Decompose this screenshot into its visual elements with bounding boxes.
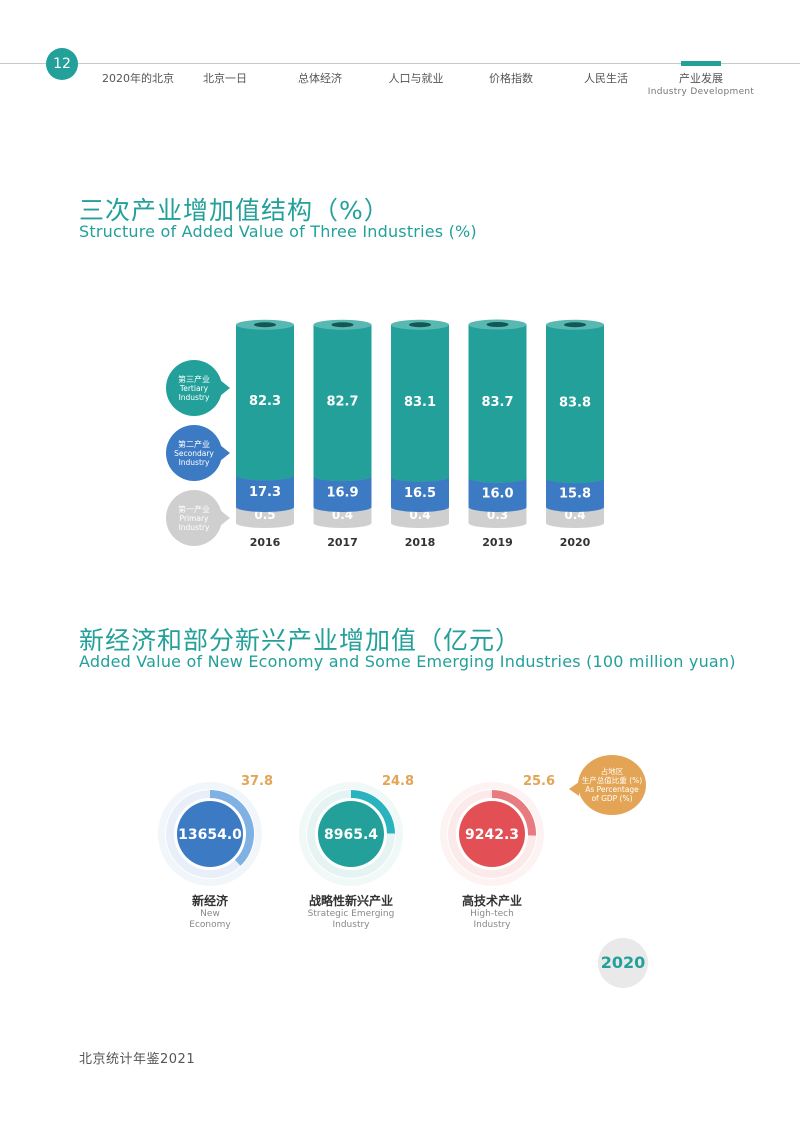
legend-primary-en1: Primary bbox=[179, 513, 209, 523]
legend-tertiary-en2: Industry bbox=[178, 392, 210, 402]
ring-core-1 bbox=[318, 801, 384, 867]
bar-value-label-2018-2: 83.1 bbox=[404, 395, 436, 410]
section1-title-cn: 三次产业增加值结构（%） bbox=[79, 196, 390, 225]
year-badge: 2020 bbox=[598, 938, 648, 988]
bar-value-label-2017-2: 82.7 bbox=[326, 394, 358, 409]
ring-core-0 bbox=[177, 801, 243, 867]
active-tab-marker bbox=[681, 61, 721, 66]
ring-label-en2: Industry bbox=[473, 920, 511, 930]
nav-item-sub: Industry Development bbox=[647, 87, 755, 97]
ring-label-strategic-emerging: 战略性新兴产业 Strategic Emerging Industry bbox=[308, 892, 395, 931]
legend-tertiary: 第三产业 Tertiary Industry bbox=[166, 360, 230, 416]
bar-hole-2020 bbox=[564, 322, 586, 328]
section1-title-en: Structure of Added Value of Three Indust… bbox=[79, 222, 477, 241]
top-nav: 2020年的北京 北京一日 总体经济 人口与就业 价格指数 人民生活 产业发展 … bbox=[0, 70, 800, 100]
ring-label-en2: Industry bbox=[332, 920, 370, 930]
bar-segment-2019-2 bbox=[468, 324, 527, 483]
legend-primary-en2: Industry bbox=[178, 522, 210, 532]
note-en1: As Percentage bbox=[585, 785, 639, 794]
footer-yearbook-title: 北京统计年鉴2021 bbox=[79, 1052, 196, 1067]
legend-tertiary-en1: Tertiary bbox=[179, 383, 209, 393]
ring-label-en1: New bbox=[200, 909, 220, 919]
x-tick-label-2017: 2017 bbox=[327, 536, 358, 549]
bar-hole-2017 bbox=[331, 322, 354, 328]
legend-secondary-cn: 第二产业 bbox=[178, 439, 210, 449]
nav-item-overall-economy[interactable]: 总体经济 bbox=[298, 72, 342, 85]
ring-arc-2 bbox=[491, 790, 536, 836]
ring-percent-label-1: 24.8 bbox=[382, 774, 414, 789]
bar-segment-2019-1 bbox=[468, 477, 527, 512]
legend-secondary: 第二产业 Secondary Industry bbox=[166, 425, 230, 481]
bar-value-label-2019-1: 16.0 bbox=[481, 486, 513, 501]
bar-segment-2016-0 bbox=[236, 507, 294, 528]
bar-segment-2020-2 bbox=[546, 324, 604, 484]
header-rule bbox=[0, 63, 800, 64]
legend-secondary-en2: Industry bbox=[178, 457, 210, 467]
x-tick-label-2020: 2020 bbox=[560, 536, 591, 549]
nav-item-living-standards[interactable]: 人民生活 bbox=[584, 72, 628, 85]
ring-value-label-2: 9242.3 bbox=[465, 827, 519, 843]
nav-item-a-day-in-beijing[interactable]: 北京一日 bbox=[203, 72, 247, 85]
ring-label-cn: 战略性新兴产业 bbox=[308, 894, 393, 908]
x-tick-label-2016: 2016 bbox=[250, 536, 281, 549]
legend-primary-cn: 第一产业 bbox=[178, 504, 210, 514]
bar-hole-2019 bbox=[486, 322, 509, 328]
bar-value-label-2020-2: 83.8 bbox=[559, 395, 591, 410]
bar-segment-2016-1 bbox=[236, 475, 294, 512]
ring-label-en1: High-tech bbox=[470, 909, 514, 919]
bar-segment-2017-1 bbox=[313, 476, 372, 512]
ring-label-high-tech: 高技术产业 High-tech Industry bbox=[462, 892, 522, 931]
bar-segment-2018-0 bbox=[391, 507, 449, 528]
note-cn1: 占地区 bbox=[600, 767, 624, 776]
ring-value-label-1: 8965.4 bbox=[324, 827, 378, 843]
section2-title-cn: 新经济和部分新兴产业增加值（亿元） bbox=[79, 626, 522, 655]
stacked-cylinder-chart: 0.517.382.320160.416.982.720170.416.583.… bbox=[236, 319, 604, 549]
ring-gauge-chart: 13654.0 37.8 8965.4 24.8 9242.3 25.6 bbox=[158, 774, 555, 886]
ring-label-cn: 高技术产业 bbox=[461, 894, 523, 908]
bar-segment-2018-2 bbox=[391, 324, 449, 482]
nav-item-industry-development[interactable]: 产业发展 Industry Development bbox=[647, 72, 755, 97]
page-number: 12 bbox=[46, 48, 78, 80]
bar-value-label-2017-1: 16.9 bbox=[326, 486, 358, 501]
bar-value-label-2019-2: 83.7 bbox=[481, 395, 513, 410]
ring-value-label-0: 13654.0 bbox=[178, 827, 242, 843]
ring-percent-label-2: 25.6 bbox=[523, 774, 555, 789]
nav-item-population-employment[interactable]: 人口与就业 bbox=[388, 72, 444, 85]
bar-segment-2020-0 bbox=[546, 507, 604, 528]
gdp-share-note: 占地区 生产总值比重 (%) As Percentage of GDP (%) bbox=[569, 755, 646, 815]
ring-label-new-economy: 新经济 New Economy bbox=[189, 892, 230, 931]
bar-value-label-2016-1: 17.3 bbox=[249, 485, 281, 500]
bar-value-label-2018-1: 16.5 bbox=[404, 486, 436, 501]
legend-tertiary-cn: 第三产业 bbox=[178, 374, 210, 384]
bar-segment-2017-2 bbox=[313, 324, 372, 482]
nav-item-2020-beijing[interactable]: 2020年的北京 bbox=[102, 72, 174, 85]
bar-segment-2018-1 bbox=[391, 476, 449, 512]
bar-segment-2017-0 bbox=[313, 507, 372, 528]
ring-arc-0 bbox=[209, 790, 254, 866]
legend-secondary-en1: Secondary bbox=[174, 448, 214, 458]
bar-value-label-2020-1: 15.8 bbox=[559, 487, 591, 502]
note-en2: of GDP (%) bbox=[591, 794, 633, 803]
legend-primary: 第一产业 Primary Industry bbox=[166, 490, 230, 546]
bar-hole-2016 bbox=[254, 322, 276, 328]
ring-core-2 bbox=[459, 801, 525, 867]
bar-value-label-2016-2: 82.3 bbox=[249, 394, 281, 409]
ring-label-en1: Strategic Emerging bbox=[307, 909, 395, 919]
ring-label-cn: 新经济 bbox=[191, 894, 229, 908]
bar-segment-2019-0 bbox=[468, 507, 527, 528]
bar-segment-2020-1 bbox=[546, 478, 604, 512]
x-tick-label-2018: 2018 bbox=[405, 536, 436, 549]
nav-item-price-index[interactable]: 价格指数 bbox=[489, 72, 533, 85]
ring-arc-1 bbox=[350, 790, 395, 834]
bar-segment-2016-2 bbox=[236, 324, 294, 481]
note-cn2: 生产总值比重 (%) bbox=[581, 776, 643, 785]
section2-title-en: Added Value of New Economy and Some Emer… bbox=[79, 652, 736, 671]
x-tick-label-2019: 2019 bbox=[482, 536, 513, 549]
bar-hole-2018 bbox=[409, 322, 431, 328]
ring-percent-label-0: 37.8 bbox=[241, 774, 273, 789]
ring-label-en2: Economy bbox=[189, 920, 231, 930]
